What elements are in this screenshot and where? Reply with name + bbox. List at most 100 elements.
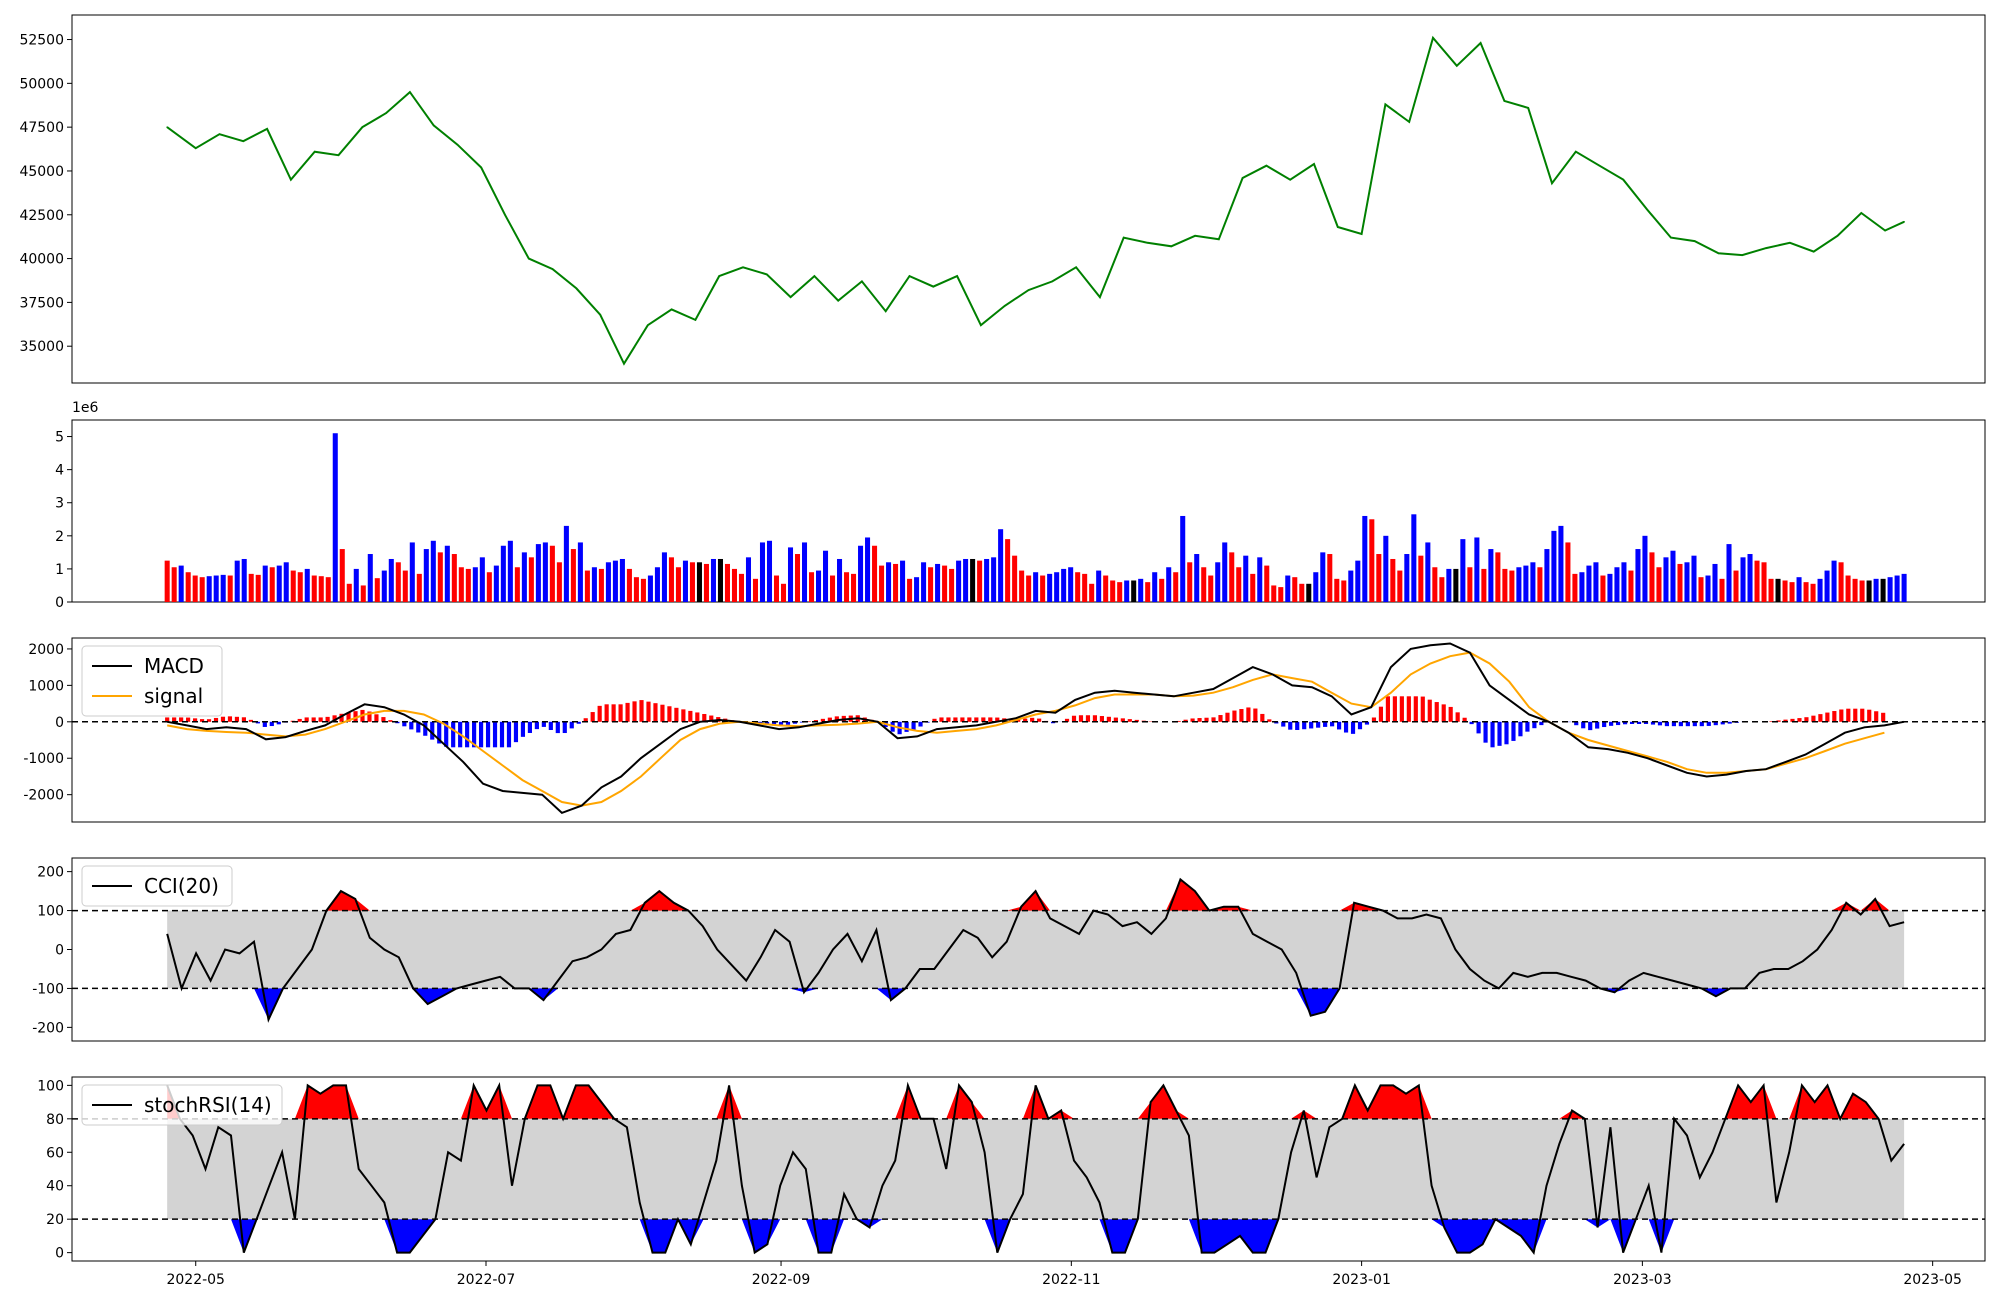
volume-bar [907,578,913,602]
volume-bar [185,572,191,602]
volume-bar [1096,570,1102,602]
price-point [623,362,625,365]
volume-bar [1684,562,1690,602]
macd-histogram-bar [1490,721,1495,748]
x-tick-label: 2023-05 [1903,1272,1962,1288]
macd-histogram-bar [1204,717,1209,722]
macd-histogram-bar [1441,704,1446,722]
macd-histogram-bar [1448,706,1453,722]
macd-histogram-bar [297,718,302,722]
volume-bar [661,552,667,602]
macd-histogram-bar [576,721,581,724]
volume-bar [1348,570,1354,602]
volume-bar [360,585,366,602]
volume-bar [942,565,948,602]
macd-histogram-bar [534,721,539,730]
volume-bar [1523,565,1529,602]
price-point [1170,245,1173,248]
macd-y-tick-label: -1000 [23,751,64,767]
volume-bar [745,557,752,602]
volume-bar [1754,560,1760,602]
volume-bar [998,529,1004,602]
price-point [1789,242,1791,244]
volume-bar [1117,582,1123,602]
volume-bar [374,578,380,602]
macd-histogram-bar [262,721,267,727]
volume-bar [879,565,885,602]
macd-histogram-bar [1134,719,1139,722]
price-point [1860,212,1863,214]
macd-histogram-bar [562,721,567,734]
macd-histogram-bar [1399,696,1404,722]
macd-histogram-bar [1434,702,1439,722]
volume-bar [1033,572,1039,602]
macd-histogram-bar [618,704,623,722]
volume-bar [1670,550,1676,602]
volume-y-tick-label: 2 [55,529,64,545]
volume-bar [563,525,569,602]
macd-histogram-bar [1274,721,1279,724]
volume-bar [1747,554,1753,602]
volume-bar [290,570,296,602]
macd-histogram-bar [1211,717,1216,722]
volume-bar [1761,562,1767,602]
macd-legend-label: MACD [144,654,204,678]
volume-bar [1173,572,1179,602]
price-point [765,273,768,276]
volume-bar [1166,567,1172,602]
volume-bar [1257,557,1263,602]
price-point [1360,233,1363,235]
volume-bar [423,549,429,602]
macd-histogram-bar [1832,711,1837,722]
macd-histogram-bar [918,721,923,727]
macd-histogram-bar [1581,721,1586,729]
volume-bar [1285,575,1291,602]
macd-histogram-bar [611,704,616,722]
macd-histogram-bar [632,701,637,722]
volume-bar [1502,568,1508,602]
volume-bar [1313,572,1319,602]
price-point [1051,280,1054,283]
price-y-tick-label: 35000 [19,339,64,355]
macd-histogram-bar [1616,721,1621,726]
volume-bar [584,570,590,602]
macd-histogram-bar [1469,721,1474,725]
macd-histogram-bar [1455,712,1460,722]
price-point [1289,178,1292,181]
macd-histogram-bar [1483,721,1488,743]
macd-histogram-bar [785,721,791,725]
volume-bar [1789,582,1795,602]
price-point [166,126,168,128]
macd-histogram-bar [1364,721,1370,725]
macd-histogram-bar [988,717,993,722]
macd-histogram-bar [1023,718,1028,722]
macd-histogram-bar [1323,721,1328,727]
volume-bar [787,547,794,602]
volume-bar [1341,580,1347,602]
volume-bar [1838,562,1844,602]
macd-histogram-bar [1309,721,1314,729]
macd-histogram-bar [1099,716,1104,722]
price-point [1122,236,1125,239]
volume-bar [1558,525,1564,602]
x-tick-label: 2023-03 [1613,1272,1672,1288]
cci-line [166,877,1905,1023]
macd-histogram-bar [1574,721,1579,726]
volume-bar [1236,567,1242,602]
macd-histogram-bar [646,701,651,722]
volume-bar [1810,583,1816,602]
volume-bar [1460,539,1466,602]
macd-histogram-bar [346,712,351,722]
macd-panel-frame [71,637,1986,823]
volume-bar [1061,568,1067,602]
macd-histogram-bar [1260,713,1265,722]
macd-histogram-bar [1825,712,1830,722]
volume-bar [872,545,878,602]
volume-bar [1082,573,1088,602]
price-y-tick-label: 42500 [19,208,64,224]
volume-bar [928,567,934,602]
volume-bar [1299,583,1305,602]
volume-bar [808,572,815,602]
volume-bar [619,558,625,602]
volume-bar [1047,573,1053,602]
